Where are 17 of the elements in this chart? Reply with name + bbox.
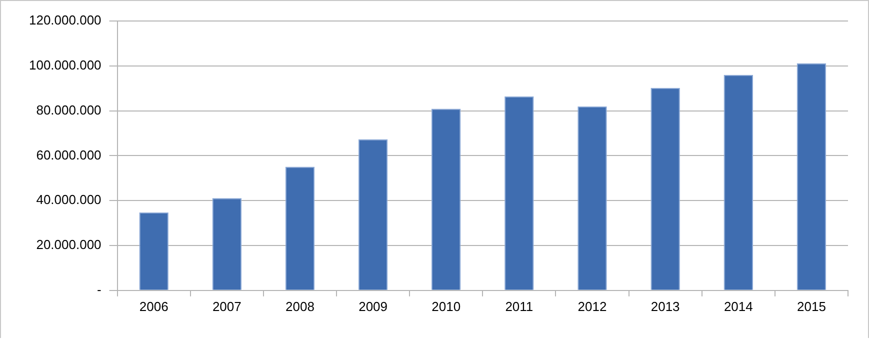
x-tick-label: 2010 [432, 298, 461, 314]
x-tick-label: 2007 [212, 298, 242, 314]
y-tick-label: 120.000.000 [28, 12, 102, 28]
x-tick-label: 2013 [650, 298, 680, 314]
x-tick-label: 2006 [139, 298, 168, 314]
x-tick-label: 2014 [724, 298, 753, 314]
x-tick-label: 2011 [505, 298, 534, 314]
y-tick-label: 100.000.000 [28, 57, 102, 72]
y-tick-label: 80.000.000 [36, 102, 102, 118]
y-tick-label: 60.000.000 [36, 147, 102, 162]
y-tick-label: - [96, 282, 102, 297]
x-tick-label: 2009 [358, 298, 388, 314]
y-tick-label: 40.000.000 [36, 192, 102, 208]
y-tick-label: 20.000.000 [36, 237, 102, 252]
x-tick-label: 2008 [286, 298, 314, 314]
x-tick-label: 2015 [797, 298, 826, 314]
x-tick-label: 2012 [578, 298, 607, 314]
